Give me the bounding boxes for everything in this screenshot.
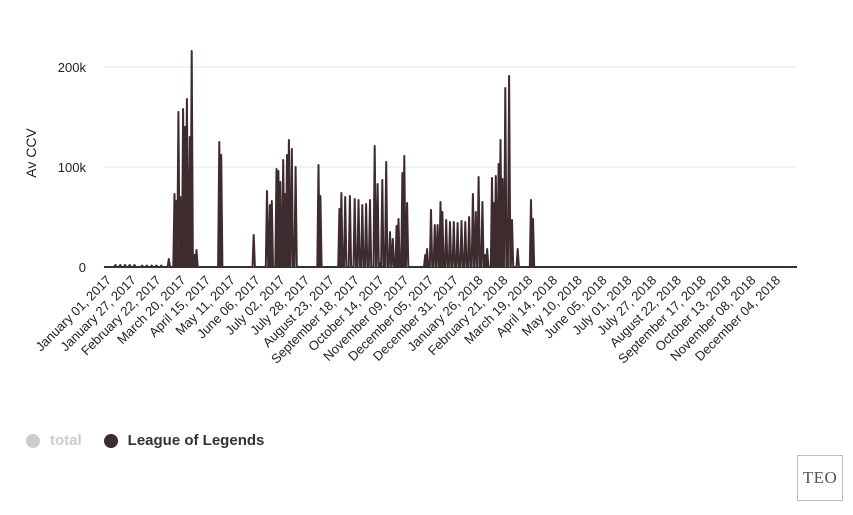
y-tick-label: 0 bbox=[79, 260, 86, 275]
series-line-league-of-legends[interactable] bbox=[104, 50, 797, 268]
legend-label-total: total bbox=[50, 432, 82, 449]
legend-dot-total bbox=[26, 433, 40, 448]
y-axis-ticks: 0 100k 200k bbox=[58, 60, 87, 275]
legend-dot-league-of-legends bbox=[103, 433, 118, 448]
series-layer bbox=[104, 50, 797, 268]
y-tick-label: 100k bbox=[58, 160, 87, 175]
legend-item-league-of-legends[interactable]: League of Legends bbox=[103, 432, 265, 449]
legend-label-league-of-legends: League of Legends bbox=[127, 432, 265, 449]
y-tick-label: 200k bbox=[58, 60, 87, 75]
legend: total League of Legends bbox=[26, 432, 264, 449]
logo-text: TEO bbox=[802, 468, 838, 487]
y-axis-title: Av CCV bbox=[23, 128, 39, 178]
teo-logo: TEO bbox=[797, 455, 843, 501]
grid-lines bbox=[104, 66, 797, 168]
legend-item-total[interactable]: total bbox=[26, 432, 82, 449]
